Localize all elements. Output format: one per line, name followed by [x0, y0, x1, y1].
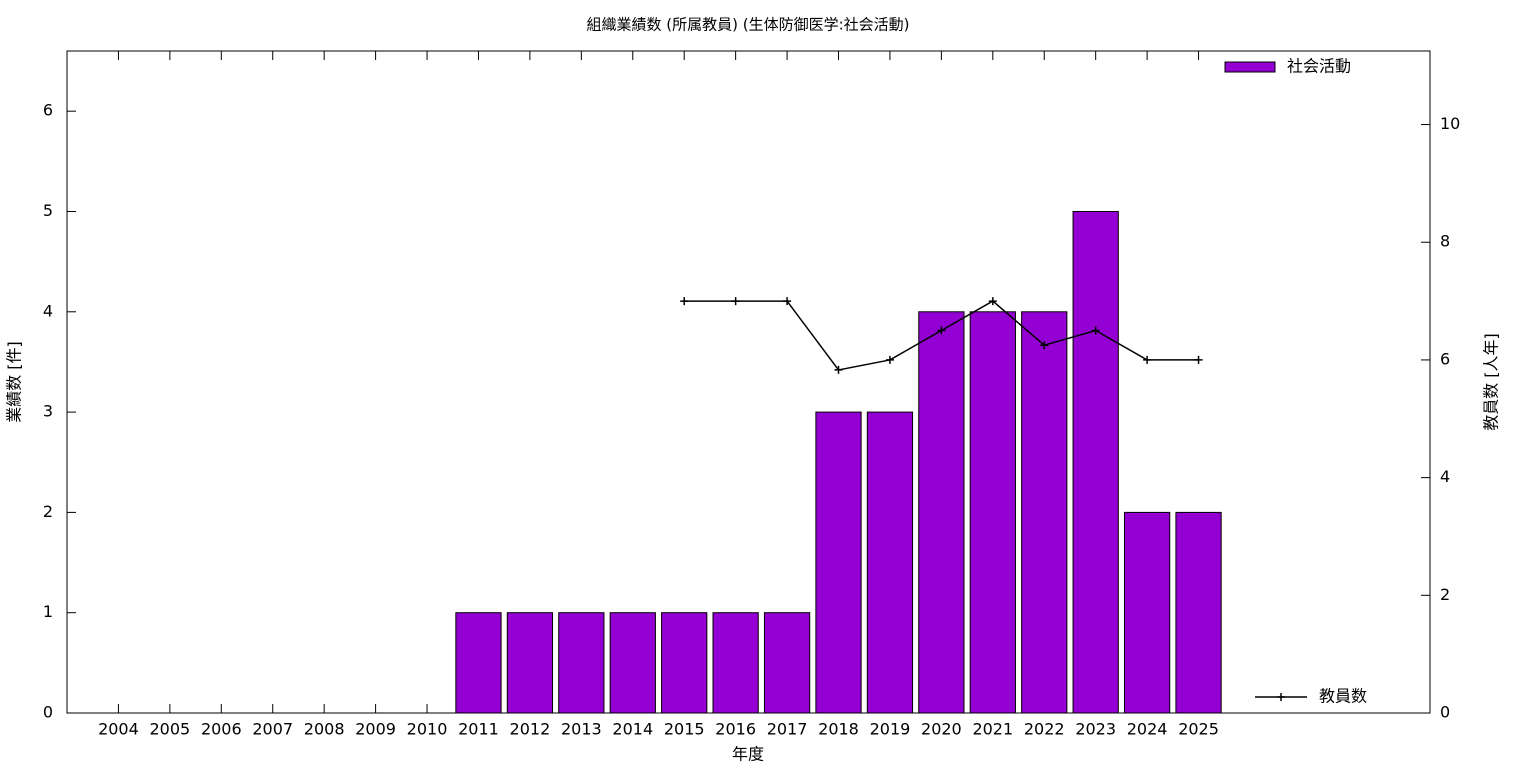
x-tick-label: 2009 — [355, 720, 396, 739]
bar — [661, 612, 708, 714]
bar — [918, 311, 965, 714]
x-tick-label: 2007 — [252, 720, 293, 739]
x-tick-label: 2020 — [921, 720, 962, 739]
x-tick-label: 2014 — [612, 720, 653, 739]
x-tick-label: 2005 — [150, 720, 191, 739]
x-tick-label: 2010 — [407, 720, 448, 739]
x-tick-label: 2017 — [767, 720, 808, 739]
bar — [609, 612, 656, 714]
y-tick-label: 4 — [43, 301, 53, 320]
bar — [1123, 511, 1171, 714]
x-tick-label: 2022 — [1024, 720, 1065, 739]
x-tick-label: 2024 — [1127, 720, 1168, 739]
point — [680, 297, 689, 306]
point — [1194, 355, 1203, 364]
point — [1091, 326, 1100, 335]
y2-tick-label: 4 — [1440, 467, 1450, 486]
point — [885, 355, 894, 364]
y-tick-label: 6 — [43, 101, 53, 120]
point — [783, 297, 792, 306]
point — [834, 365, 843, 374]
y2-tick-label: 6 — [1440, 349, 1450, 368]
x-tick-label: 2004 — [98, 720, 139, 739]
bar — [712, 612, 759, 714]
chart-title: 組織業績数 (所属教員) (生体防御医学:社会活動) — [586, 16, 909, 34]
x-tick-label: 2019 — [870, 720, 911, 739]
x-tick-label: 2015 — [664, 720, 705, 739]
x-tick-label: 2008 — [304, 720, 345, 739]
x-tick-label: 2006 — [201, 720, 242, 739]
y-tick-label: 1 — [43, 602, 53, 621]
legend-swatch — [1224, 61, 1276, 73]
x-tick-label: 2012 — [510, 720, 551, 739]
x-tick-label: 2016 — [715, 720, 756, 739]
bar — [866, 411, 914, 714]
legend-swatch — [1277, 693, 1285, 701]
y2-axis-label: 教員数 [人年] — [1482, 333, 1501, 431]
bar — [506, 612, 554, 714]
point — [988, 297, 997, 306]
bar — [1021, 311, 1068, 714]
bar — [815, 411, 862, 714]
legend-label: 社会活動 — [1287, 57, 1351, 76]
y2-tick-label: 2 — [1440, 585, 1450, 604]
bar — [455, 612, 502, 714]
x-tick-label: 2023 — [1075, 720, 1116, 739]
x-tick-label: 2013 — [561, 720, 602, 739]
x-tick-label: 2021 — [972, 720, 1013, 739]
legend-label: 教員数 — [1319, 687, 1367, 706]
y2-tick-label: 8 — [1440, 232, 1450, 251]
x-axis-label: 年度 — [732, 745, 764, 764]
x-tick-label: 2011 — [458, 720, 499, 739]
y-tick-label: 2 — [43, 502, 53, 521]
bar — [558, 612, 605, 714]
point — [1040, 341, 1049, 350]
x-tick-label: 2025 — [1178, 720, 1219, 739]
bar — [1072, 210, 1119, 714]
bar — [1175, 511, 1222, 714]
y-tick-label: 5 — [43, 201, 53, 220]
bar — [763, 612, 811, 714]
bar — [969, 311, 1016, 714]
point — [1143, 355, 1152, 364]
y-tick-label: 0 — [43, 703, 53, 722]
point — [731, 297, 740, 306]
point — [937, 326, 946, 335]
y-axis-label: 業績数 [件] — [5, 341, 24, 423]
y-tick-label: 3 — [43, 402, 53, 421]
x-tick-label: 2018 — [818, 720, 859, 739]
y2-tick-label: 0 — [1440, 703, 1450, 722]
y2-tick-label: 10 — [1440, 114, 1460, 133]
